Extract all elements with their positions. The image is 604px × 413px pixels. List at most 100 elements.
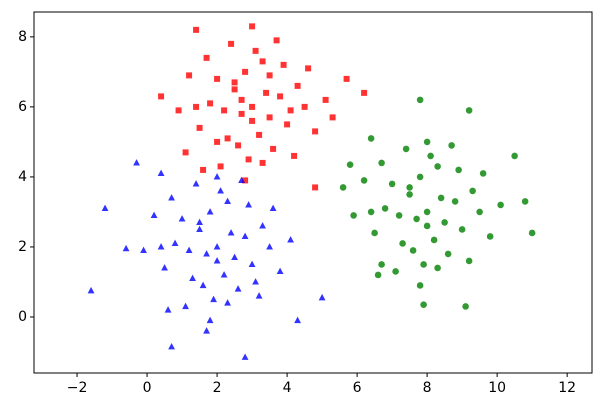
circle-point (444, 250, 452, 258)
circle-point (392, 268, 399, 275)
square-point (312, 128, 319, 135)
square-point (256, 131, 263, 138)
triangle-point (248, 260, 256, 268)
triangle-point (227, 229, 235, 236)
triangle-point (238, 176, 245, 184)
triangle-point (157, 169, 165, 177)
axes-frame (33, 11, 593, 374)
circle-point (360, 177, 368, 184)
circle-point (462, 303, 469, 310)
square-point (193, 103, 200, 110)
square-point (200, 166, 207, 173)
circle-point (374, 271, 382, 279)
square-point (273, 37, 280, 44)
square-point (238, 110, 245, 117)
circle-point (423, 138, 431, 146)
circle-point (416, 282, 424, 289)
triangle-point (213, 173, 221, 180)
square-point (186, 72, 193, 79)
square-point (291, 152, 298, 159)
triangle-point (318, 293, 326, 301)
triangle-point (241, 232, 249, 240)
triangle-point (217, 187, 224, 194)
triangle-point (161, 264, 168, 271)
triangle-point (168, 342, 175, 350)
circle-point (371, 229, 378, 237)
triangle-point (178, 215, 186, 222)
circle-point (479, 170, 487, 177)
circle-point (409, 247, 417, 254)
square-point (207, 100, 214, 107)
circle-point (367, 208, 375, 216)
square-point (231, 86, 238, 93)
x-tick-label: 4 (283, 380, 292, 396)
circle-point (346, 161, 354, 168)
circle-point (395, 212, 403, 219)
triangle-point (196, 225, 203, 233)
square-point (231, 79, 238, 86)
triangle-point (255, 292, 263, 299)
square-point (259, 58, 266, 65)
triangle-point (224, 197, 231, 205)
square-point (228, 40, 235, 47)
triangle-point (192, 180, 200, 187)
circle-point (437, 194, 445, 202)
circle-point (420, 261, 427, 268)
square-point (235, 142, 242, 149)
circle-point (434, 163, 441, 170)
square-point (242, 68, 249, 75)
circle-point (413, 215, 420, 223)
y-tick-label: 6 (18, 99, 27, 115)
y-tick-label: 4 (18, 169, 27, 185)
triangle-point (157, 243, 165, 250)
triangle-point (171, 239, 179, 247)
triangle-point (196, 218, 203, 226)
triangle-point (140, 246, 147, 254)
square-point (280, 61, 287, 68)
square-point (175, 107, 182, 114)
square-point (263, 89, 270, 96)
square-point (217, 163, 224, 170)
circle-point (350, 212, 357, 219)
square-point (193, 26, 200, 33)
y-tick-label: 2 (18, 239, 27, 255)
triangle-point (203, 250, 210, 257)
square-point (182, 149, 189, 156)
circle-point (476, 208, 483, 216)
triangle-point (203, 327, 210, 334)
square-point (221, 107, 228, 114)
square-point (214, 138, 221, 145)
square-point (329, 114, 336, 121)
circle-point (465, 257, 473, 265)
circle-point (441, 219, 448, 226)
circle-point (465, 107, 473, 114)
square-point (242, 177, 249, 184)
square-point (249, 23, 256, 30)
x-tick-label: −2 (67, 380, 88, 396)
triangle-point (213, 243, 221, 250)
circle-point (367, 135, 375, 142)
triangle-point (101, 204, 109, 212)
square-point (249, 103, 256, 110)
square-point (270, 145, 277, 152)
circle-point (378, 159, 385, 167)
triangle-point (266, 243, 273, 250)
square-point (214, 75, 221, 82)
square-point (196, 124, 203, 131)
square-point (322, 96, 329, 103)
square-point (245, 156, 252, 163)
triangle-point (245, 201, 252, 208)
y-tick-label: 8 (18, 29, 27, 45)
circle-point (406, 184, 413, 191)
square-point (312, 184, 319, 191)
circle-point (381, 205, 389, 212)
triangle-point (287, 236, 294, 243)
plot-area (87, 23, 536, 360)
square-point (343, 75, 350, 82)
circle-point (469, 187, 476, 195)
square-point (158, 93, 165, 100)
x-tick-label: 12 (558, 380, 576, 396)
circle-point (406, 191, 413, 198)
triangle-point (182, 302, 189, 310)
